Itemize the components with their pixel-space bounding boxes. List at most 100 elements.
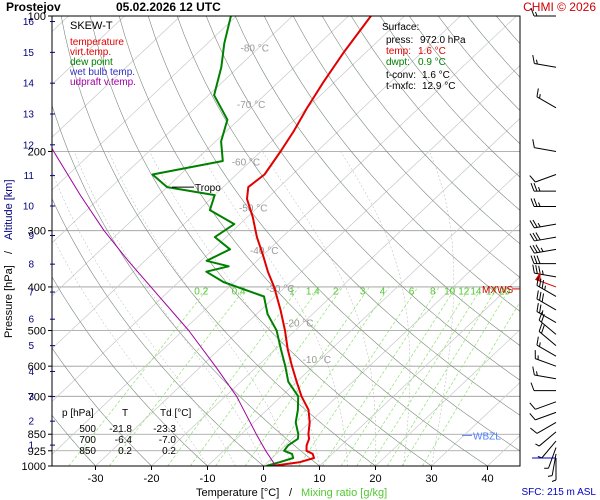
- wind-barb: [530, 421, 557, 434]
- profile-lines: [52, 16, 372, 466]
- barb-half: [544, 285, 546, 291]
- moist-adiabat: [108, 151, 292, 466]
- barb-staff: [536, 311, 557, 323]
- wind-barb: [530, 182, 556, 192]
- barb-full: [536, 290, 539, 300]
- barb-staff: [535, 358, 557, 367]
- mixing-ratio-label: 10: [444, 286, 456, 297]
- mixing-ratio-line: [215, 286, 343, 466]
- barb-half: [541, 310, 544, 315]
- mixing-ratio-label: 6: [409, 286, 415, 297]
- barb-staff: [536, 344, 557, 357]
- altitude-tick-label: 6: [28, 315, 34, 326]
- wind-barb: [536, 290, 557, 311]
- table-header: T: [122, 408, 128, 419]
- barb-half: [536, 59, 538, 65]
- table-header: Td [°C]: [160, 408, 191, 419]
- dry-adiabat: [437, 16, 520, 111]
- wind-barb: [529, 232, 557, 242]
- barb-full: [529, 245, 535, 254]
- pressure-tick-label: 700: [28, 391, 46, 403]
- wind-barb: [529, 219, 557, 229]
- altitude-tick-label: 8: [28, 260, 34, 271]
- dry-adiabat: [205, 16, 520, 381]
- barb-full: [529, 402, 536, 410]
- y-axis-separator: /: [3, 250, 15, 254]
- temperature-tick-label: -10: [200, 473, 216, 485]
- barb-staff: [541, 440, 557, 459]
- barb-half: [551, 479, 557, 482]
- pressure-tick-label: 850: [28, 429, 46, 441]
- barb-half: [541, 270, 544, 275]
- isotherm-line: [52, 16, 181, 138]
- moist-adiabat: [52, 234, 208, 466]
- altitude-tick-label: 1: [28, 441, 34, 452]
- barb-half: [539, 342, 541, 347]
- altitude-tick-label: 14: [23, 79, 35, 90]
- surface-tconv-value: 1.6 °C: [422, 70, 450, 81]
- barb-staff: [536, 421, 557, 434]
- mixing-ratio-label: 0.2: [194, 286, 208, 297]
- altitude-tick-label: 9: [28, 231, 34, 242]
- barb-full: [540, 325, 545, 334]
- temperature-tick-label: 10: [313, 473, 325, 485]
- series-dew-point: [151, 16, 300, 466]
- pressure-tick-label: 600: [28, 361, 46, 373]
- barb-full: [536, 336, 539, 346]
- wind-barbs: [529, 7, 557, 482]
- barb-full: [532, 366, 535, 376]
- isotherm-line: [431, 382, 520, 466]
- wind-barb: [530, 255, 556, 265]
- barb-staff: [535, 411, 557, 421]
- x-axis-separator: /: [289, 487, 293, 499]
- temperature-tick-label: 30: [425, 473, 437, 485]
- surface-press-value: 972.0 hPa: [420, 35, 466, 46]
- barb-full: [530, 255, 535, 264]
- barb-half: [544, 467, 549, 469]
- wind-barb: [529, 244, 557, 254]
- pressure-tick-label: 300: [28, 226, 46, 238]
- isotherm-line: [207, 170, 520, 466]
- barb-full: [539, 278, 542, 288]
- altitude-tick-label: 12: [23, 140, 35, 151]
- isotherm-line: [544, 16, 600, 466]
- table-cell: -6.4: [115, 435, 133, 446]
- wind-barb: [530, 382, 556, 392]
- temperature-tick-label: -20: [144, 473, 160, 485]
- barb-staff: [534, 374, 557, 380]
- barb-staff: [534, 248, 557, 254]
- temperature-tick-label: 20: [369, 473, 381, 485]
- barb-full: [529, 413, 536, 421]
- isotherm-line: [52, 16, 237, 191]
- barb-half: [538, 186, 541, 192]
- chart-name: SKEW-T: [70, 20, 113, 32]
- barb-half: [535, 11, 538, 17]
- dry-adiabat: [321, 16, 520, 245]
- barb-full: [530, 198, 535, 207]
- level-table: p [hPa] T Td [°C] 500 -21.8 -23.3 700 -6.4 -7.0 8…: [62, 408, 191, 457]
- barb-half: [537, 222, 541, 228]
- dry-adiabat: [292, 16, 520, 278]
- barb-staff: [536, 298, 557, 311]
- barb-staff: [536, 96, 557, 109]
- barb-full: [532, 219, 538, 228]
- surface-tconv-label: t-conv:: [386, 70, 416, 81]
- barb-full: [535, 265, 538, 274]
- surface-heading: Surface:: [382, 22, 419, 33]
- dry-adiabat: [60, 16, 376, 466]
- mixing-ratio-line: [266, 286, 390, 466]
- series-udpraft-v-temp-: [52, 147, 277, 466]
- barb-staff: [535, 174, 557, 183]
- barb-staff: [534, 147, 557, 152]
- wind-barb: [532, 139, 557, 152]
- isotherm-label: -20 °C: [285, 319, 313, 330]
- x-axis-label: Temperature [°C]: [196, 487, 279, 499]
- isotherm-label: -60 °C: [232, 158, 260, 169]
- annotations: Tropo MXWS WBZL: [172, 183, 520, 442]
- barb-full: [535, 232, 541, 241]
- altitude-tick-label: 3: [28, 392, 34, 403]
- mixing-ratio-label: 1.4: [306, 286, 320, 297]
- table-cell: 0.2: [162, 446, 176, 457]
